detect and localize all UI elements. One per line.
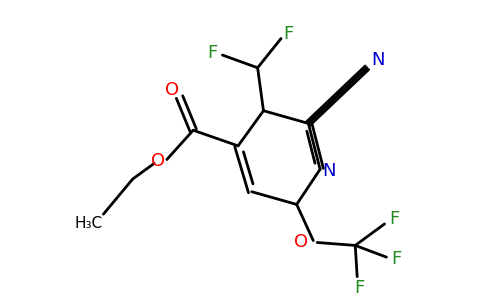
Text: N: N bbox=[371, 51, 384, 69]
Text: O: O bbox=[294, 233, 309, 251]
Text: O: O bbox=[165, 81, 179, 99]
Text: O: O bbox=[151, 152, 165, 170]
Text: N: N bbox=[322, 162, 335, 180]
Text: F: F bbox=[354, 279, 364, 297]
Text: F: F bbox=[284, 25, 294, 43]
Text: H₃C: H₃C bbox=[75, 216, 103, 231]
Text: F: F bbox=[389, 210, 399, 228]
Text: F: F bbox=[391, 250, 401, 268]
Text: F: F bbox=[208, 44, 218, 62]
